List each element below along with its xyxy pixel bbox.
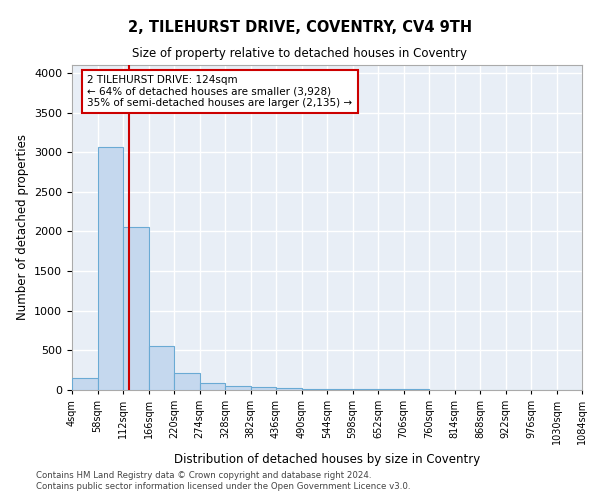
Text: Size of property relative to detached houses in Coventry: Size of property relative to detached ho… xyxy=(133,48,467,60)
Text: 2 TILEHURST DRIVE: 124sqm
← 64% of detached houses are smaller (3,928)
35% of se: 2 TILEHURST DRIVE: 124sqm ← 64% of detac… xyxy=(88,74,352,108)
X-axis label: Distribution of detached houses by size in Coventry: Distribution of detached houses by size … xyxy=(174,452,480,466)
Bar xyxy=(276,388,302,390)
Bar xyxy=(200,384,225,390)
Bar xyxy=(72,378,97,390)
Bar xyxy=(97,148,123,390)
Y-axis label: Number of detached properties: Number of detached properties xyxy=(16,134,29,320)
Bar xyxy=(225,386,251,390)
Text: Contains HM Land Registry data © Crown copyright and database right 2024.: Contains HM Land Registry data © Crown c… xyxy=(36,470,371,480)
Bar xyxy=(174,374,199,390)
Bar xyxy=(149,346,174,390)
Bar xyxy=(353,389,378,390)
Text: 2, TILEHURST DRIVE, COVENTRY, CV4 9TH: 2, TILEHURST DRIVE, COVENTRY, CV4 9TH xyxy=(128,20,472,35)
Bar xyxy=(123,226,149,390)
Bar xyxy=(302,388,327,390)
Text: Contains public sector information licensed under the Open Government Licence v3: Contains public sector information licen… xyxy=(36,482,410,491)
Bar xyxy=(251,387,276,390)
Bar xyxy=(327,389,353,390)
